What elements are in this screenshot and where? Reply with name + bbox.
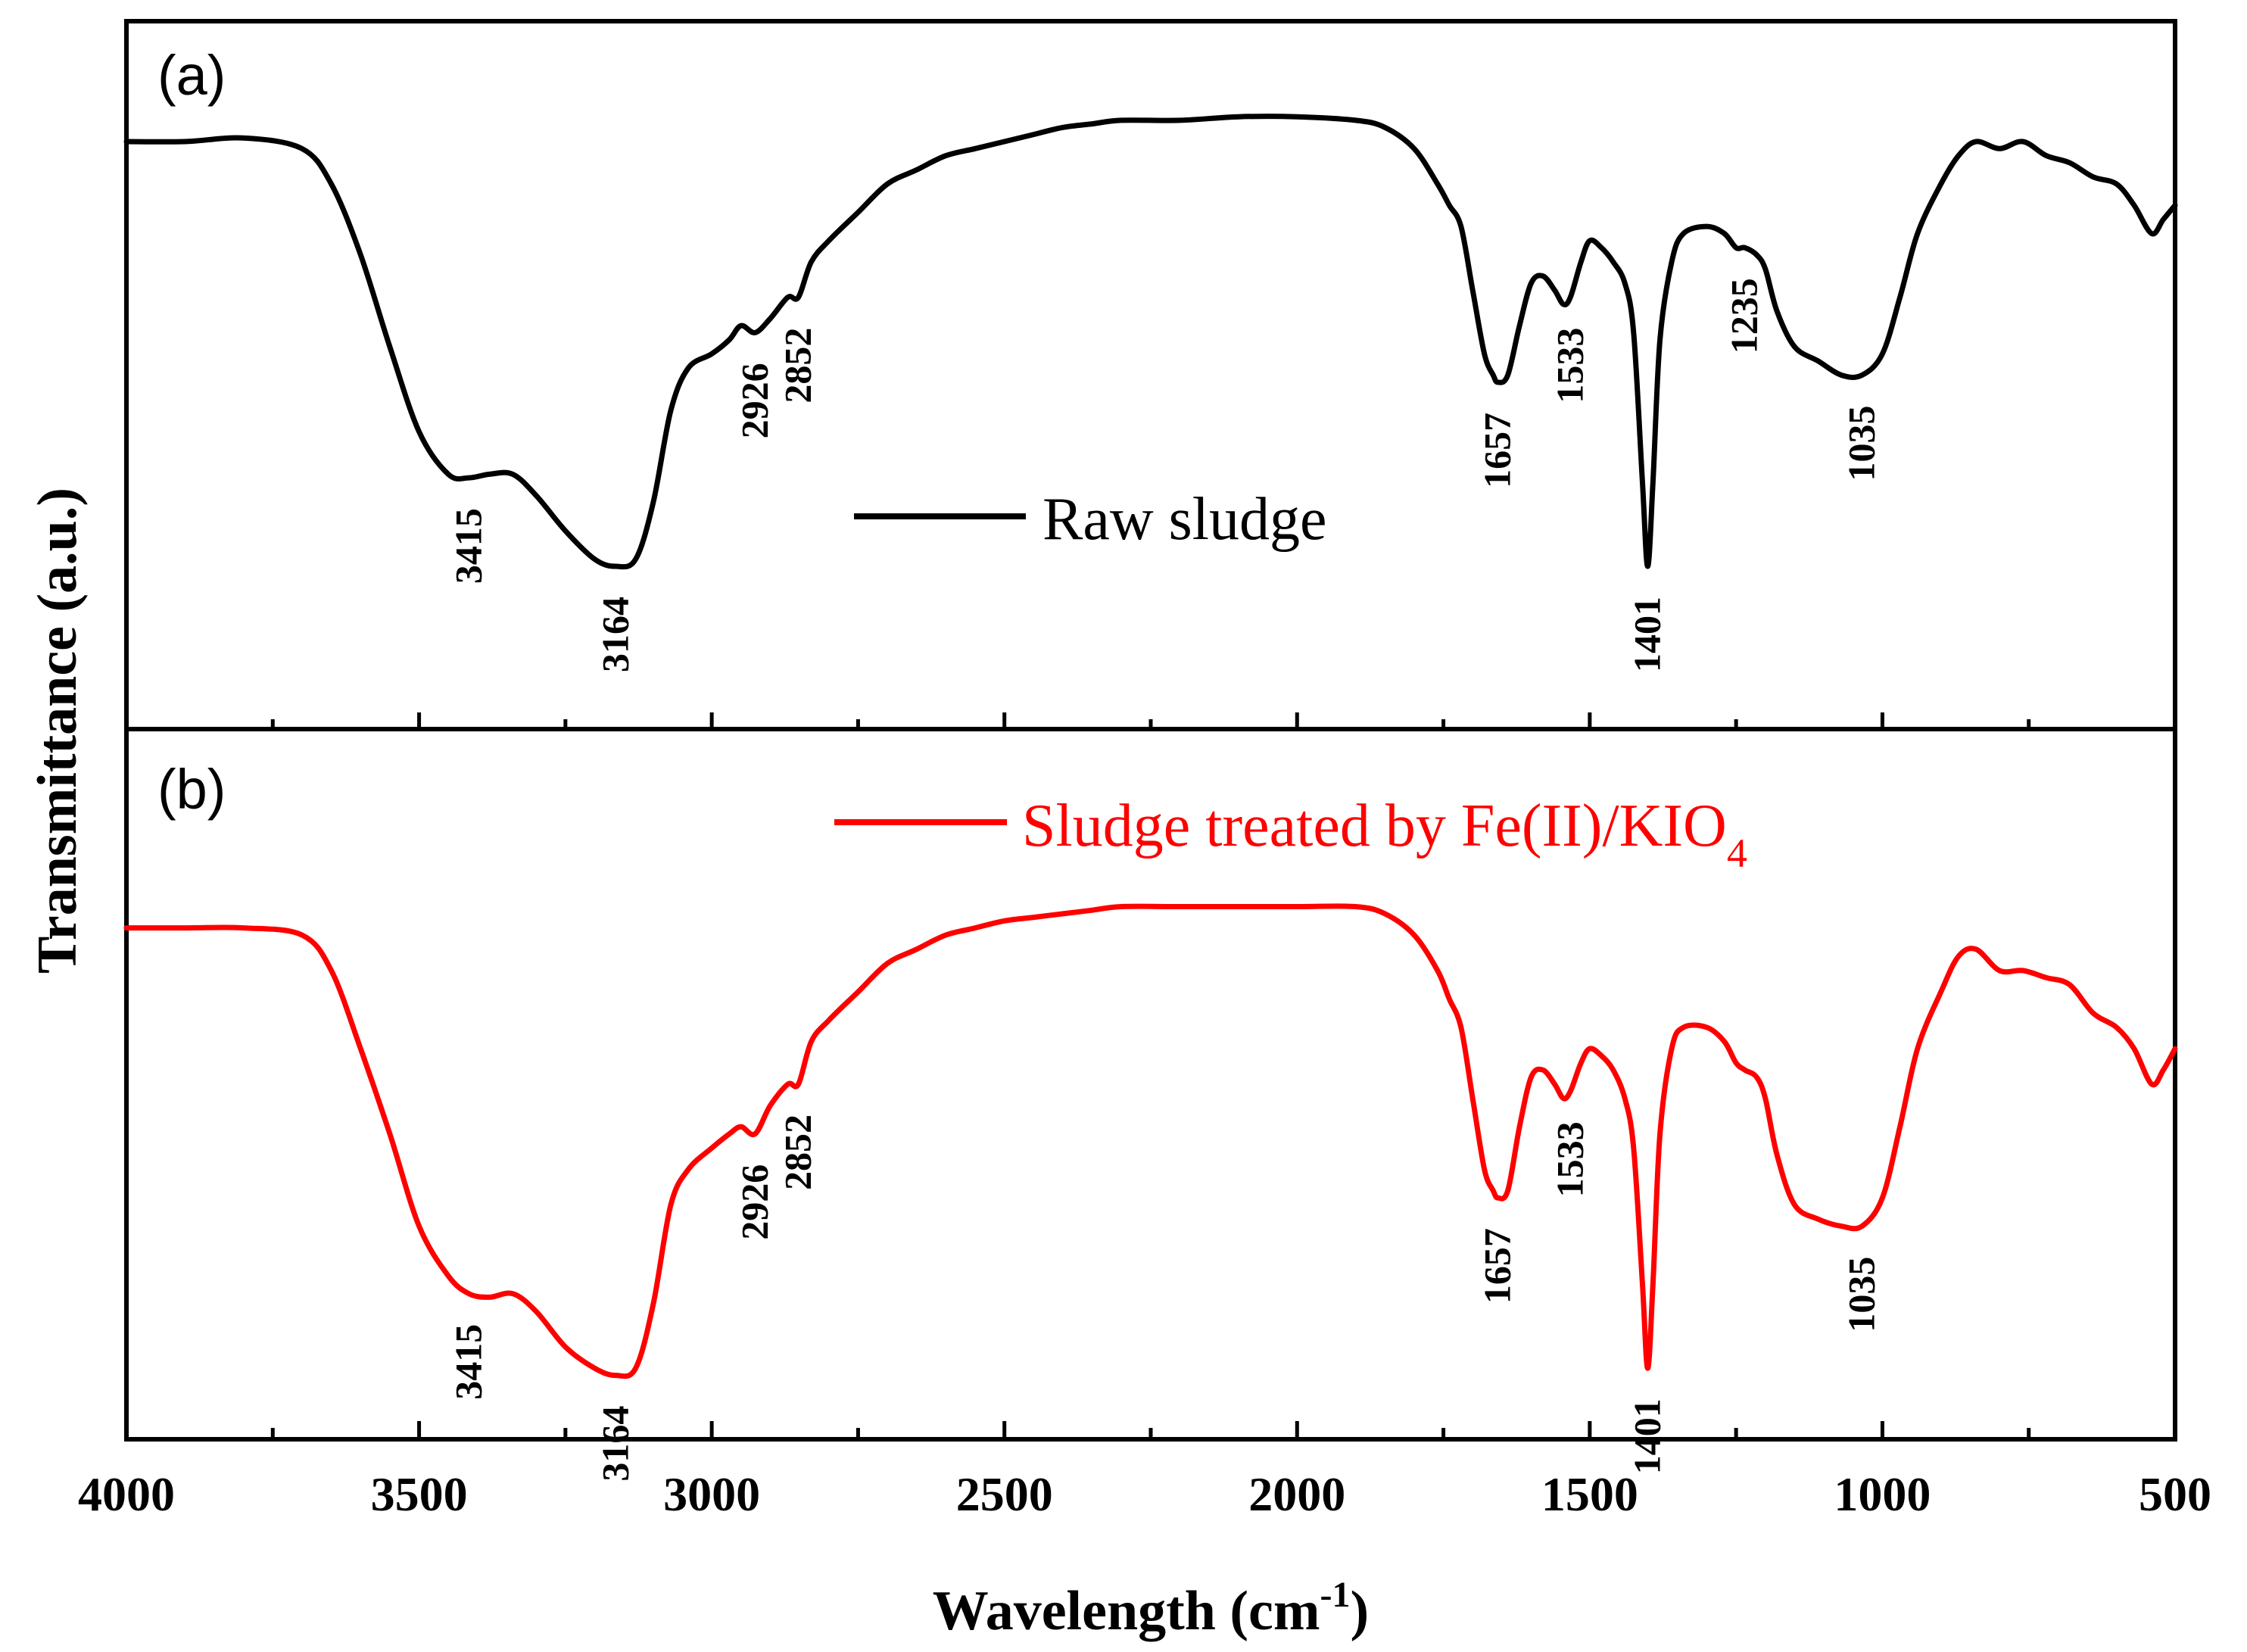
x-axis-title-suffix: ) <box>1351 1580 1370 1642</box>
x-tick-label: 3500 <box>371 1467 468 1521</box>
peak-label-1657: 1657 <box>1476 413 1519 488</box>
x-axis-title: Wavelength (cm-1) <box>933 1575 1369 1642</box>
spectra <box>123 114 2178 1379</box>
peak-label-2926: 2926 <box>733 363 775 438</box>
peak-label-1035: 1035 <box>1840 406 1882 482</box>
legend-label-treated-sludge: Sludge treated by Fe(II)/KIO4 <box>1022 793 1747 876</box>
peak-label-1533: 1533 <box>1548 328 1591 404</box>
peak-label-1401: 1401 <box>1625 1398 1668 1474</box>
peak-label-1235: 1235 <box>1723 278 1766 354</box>
peak-label-2852: 2852 <box>777 1114 819 1190</box>
legend-treated-sludge: Sludge treated by Fe(II)/KIO4 <box>834 793 1747 876</box>
raw-sludge-spectrum <box>123 114 2178 570</box>
x-axis-title-superscript: -1 <box>1320 1575 1351 1615</box>
x-axis-title-main: Wavelength (cm <box>933 1580 1320 1642</box>
x-tick-label: 2500 <box>956 1467 1053 1521</box>
peak-label-3164: 3164 <box>594 1406 636 1482</box>
peak-label-1657: 1657 <box>1476 1228 1519 1304</box>
x-tick-label: 4000 <box>78 1467 175 1521</box>
peak-label-1035: 1035 <box>1840 1257 1882 1333</box>
y-axis-title: Transmittance (a.u.) <box>26 488 89 974</box>
peak-label-3164: 3164 <box>594 597 636 672</box>
peak-label-2926: 2926 <box>733 1164 775 1240</box>
peak-label-1533: 1533 <box>1548 1121 1591 1197</box>
legend-label-treated-main: Sludge treated by Fe(II)/KIO <box>1022 793 1727 859</box>
x-tick-label: 1500 <box>1541 1467 1638 1521</box>
peak-label-3415: 3415 <box>447 508 489 584</box>
legend-label-treated-subscript: 4 <box>1727 831 1747 876</box>
panel-b-label: (b) <box>157 758 226 821</box>
peak-label-1401: 1401 <box>1625 597 1668 672</box>
legend-label-raw-sludge: Raw sludge <box>1042 486 1327 553</box>
x-tick-label: 2000 <box>1248 1467 1345 1521</box>
x-axis-ticks: 4000 3500 3000 2500 2000 1500 1000 500 <box>78 712 2211 1521</box>
x-tick-label: 500 <box>2139 1467 2211 1521</box>
panel-a-label: (a) <box>157 44 226 107</box>
peak-label-3415: 3415 <box>447 1324 489 1400</box>
peak-label-2852: 2852 <box>777 328 819 404</box>
treated-sludge-spectrum <box>123 903 2178 1379</box>
x-tick-label: 3000 <box>663 1467 760 1521</box>
x-tick-label: 1000 <box>1834 1467 1931 1521</box>
legend-raw-sludge: Raw sludge <box>854 486 1327 553</box>
